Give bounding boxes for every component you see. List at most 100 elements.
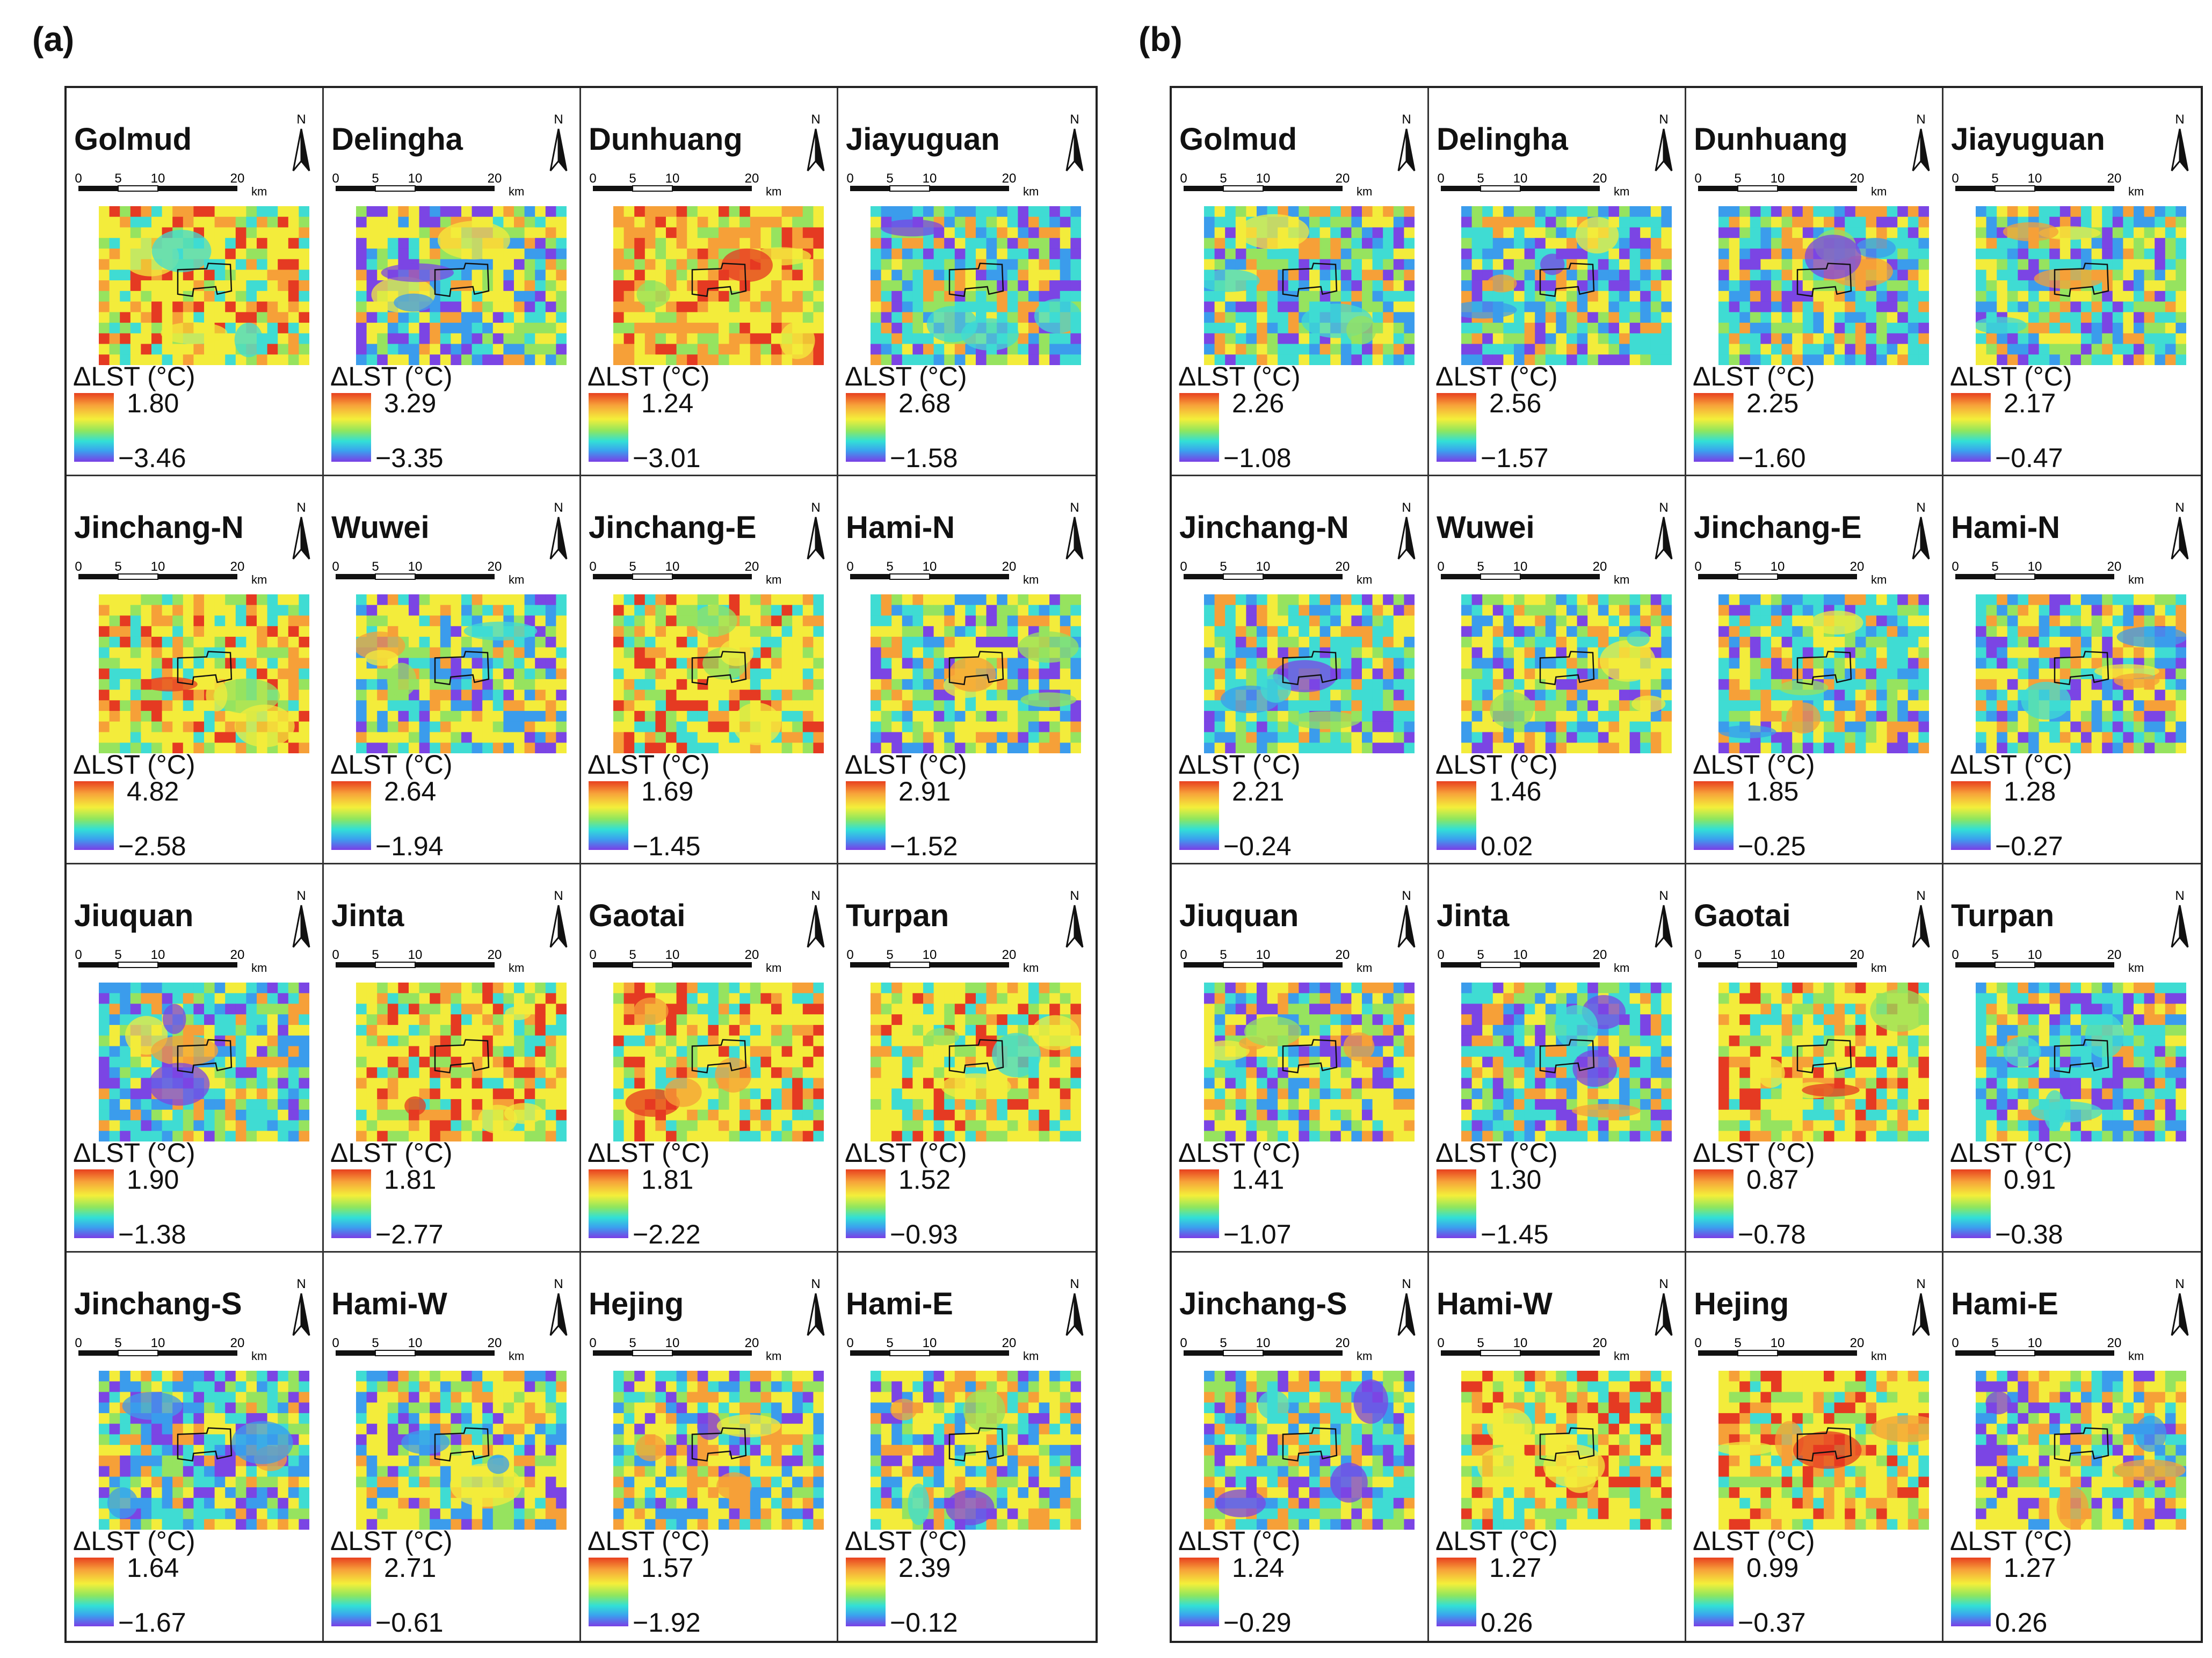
legend-max: 1.27: [2004, 1553, 2056, 1583]
scale-unit: km: [1871, 961, 1887, 975]
scale-bar: 0 5 10 20 km: [1180, 559, 1372, 586]
legend-max: 1.46: [1489, 776, 1542, 806]
scale-unit: km: [2128, 573, 2144, 586]
scale-tick: 0: [589, 1336, 596, 1350]
scale-tick: 10: [151, 559, 165, 574]
lst-map: [356, 206, 567, 365]
lst-map: [871, 594, 1081, 753]
north-arrow-icon: N: [549, 1277, 568, 1336]
scale-bar: 0 5 10 20 km: [1694, 559, 1887, 586]
lst-map: [1718, 1371, 1929, 1530]
city-name: Hejing: [1694, 1286, 1789, 1321]
color-ramp: [74, 1169, 114, 1238]
legend-min: −1.67: [118, 1608, 186, 1638]
scale-tick: 20: [2107, 171, 2122, 186]
north-label: N: [1916, 112, 1925, 127]
north-arrow-icon: N: [1397, 1277, 1416, 1336]
scale-tick: 5: [372, 559, 379, 574]
north-arrow-icon: N: [1912, 500, 1930, 559]
color-ramp: [74, 1558, 114, 1626]
city-name: Jinchang-E: [1694, 510, 1862, 545]
scale-tick: 10: [1513, 1336, 1528, 1350]
scale-tick: 0: [332, 559, 339, 574]
scale-bar: 0 5 10 20 km: [1180, 1336, 1372, 1363]
city-name: Delingha: [331, 122, 463, 157]
north-arrow-icon: N: [549, 500, 568, 559]
scale-unit: km: [2128, 1349, 2144, 1363]
scale-tick: 5: [629, 171, 636, 186]
city-name: Dunhuang: [1694, 122, 1848, 157]
scale-unit: km: [1871, 185, 1887, 198]
scale-bar: 0 5 10 20 km: [846, 171, 1039, 198]
north-arrow-icon: N: [1912, 112, 1930, 171]
scale-tick: 0: [1694, 559, 1701, 574]
scale-tick: 5: [114, 948, 121, 962]
map-cell: Jiayuguan N 0 5 10 20 km ΔLST (°C) 2.17 …: [1943, 88, 2201, 476]
legend-max: 0.99: [1746, 1553, 1799, 1583]
legend-title: ΔLST (°C): [588, 361, 710, 391]
legend-min: −0.27: [1995, 831, 2063, 861]
scale-tick: 10: [923, 559, 937, 574]
map-cell: Hami-N N 0 5 10 20 km ΔLST (°C) 2.91 −1.…: [838, 476, 1096, 864]
color-ramp: [846, 781, 886, 850]
scale-tick: 0: [332, 171, 339, 186]
lst-map: [1976, 1371, 2186, 1530]
scale-tick: 10: [151, 1336, 165, 1350]
scale-bar: 0 5 10 20 km: [846, 948, 1039, 975]
color-ramp: [331, 1558, 371, 1626]
urban-boundary: [177, 651, 233, 686]
north-label: N: [1070, 112, 1079, 127]
color-ramp: [74, 393, 114, 462]
city-name: Jinchang-N: [74, 510, 244, 545]
scale-tick: 10: [408, 171, 423, 186]
color-ramp: [589, 393, 628, 462]
scale-tick: 20: [488, 559, 502, 574]
scale-unit: km: [1023, 1349, 1039, 1363]
lst-map: [871, 206, 1081, 365]
scale-tick: 20: [1002, 948, 1017, 962]
lst-map: [1204, 206, 1415, 365]
scale-tick: 20: [1336, 1336, 1350, 1350]
scale-tick: 20: [1593, 1336, 1607, 1350]
legend-max: 1.52: [898, 1165, 951, 1195]
city-name: Jinchang-E: [589, 510, 757, 545]
legend-max: 0.91: [2004, 1165, 2056, 1195]
city-name: Hami-W: [331, 1286, 447, 1321]
scale-tick: 10: [151, 948, 165, 962]
scale-tick: 10: [1256, 559, 1271, 574]
urban-boundary: [1796, 651, 1852, 686]
scale-unit: km: [1023, 573, 1039, 586]
north-label: N: [811, 112, 820, 127]
city-name: Hami-E: [846, 1286, 953, 1321]
legend-title: ΔLST (°C): [1693, 361, 1815, 391]
color-ramp: [846, 393, 886, 462]
scale-bar: 0 5 10 20 km: [1694, 171, 1887, 198]
city-name: Gaotai: [589, 898, 686, 933]
urban-boundary: [1796, 1427, 1852, 1462]
scale-tick: 5: [1220, 559, 1227, 574]
scale-tick: 0: [589, 171, 596, 186]
urban-boundary: [434, 651, 490, 686]
lst-map: [356, 983, 567, 1141]
north-label: N: [1402, 500, 1411, 515]
scale-bar: 0 5 10 20 km: [75, 559, 267, 586]
urban-boundary: [434, 1427, 490, 1462]
legend-title: ΔLST (°C): [845, 750, 967, 780]
color-ramp: [1437, 781, 1476, 850]
scale-tick: 10: [2028, 948, 2042, 962]
north-arrow-icon: N: [1065, 889, 1084, 948]
scale-tick: 5: [1477, 559, 1484, 574]
north-arrow-icon: N: [292, 1277, 310, 1336]
scale-tick: 5: [1991, 1336, 1998, 1350]
urban-boundary: [691, 1427, 747, 1462]
lst-map: [871, 1371, 1081, 1530]
north-label: N: [1659, 112, 1668, 127]
legend-max: 1.81: [384, 1165, 437, 1195]
scale-tick: 0: [1180, 1336, 1187, 1350]
map-cell: Delingha N 0 5 10 20 km ΔLST (°C) 2.56 −…: [1429, 88, 1686, 476]
legend-max: 1.69: [641, 776, 694, 806]
scale-tick: 20: [230, 948, 245, 962]
legend-max: 3.29: [384, 388, 437, 418]
north-arrow-icon: N: [2171, 500, 2189, 559]
urban-boundary: [177, 1039, 233, 1074]
